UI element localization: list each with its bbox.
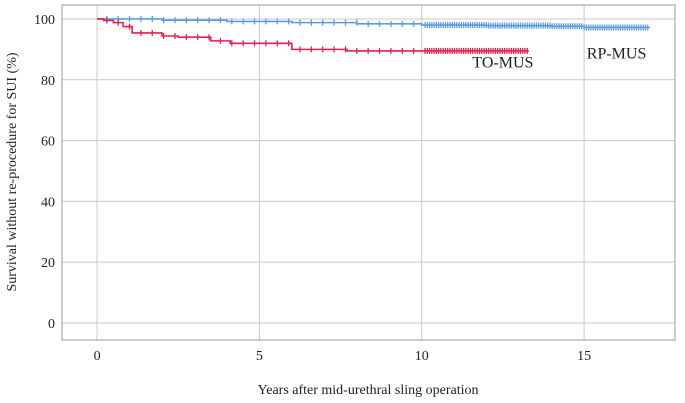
series-label: TO-MUS bbox=[472, 55, 533, 72]
x-tick-label: 10 bbox=[415, 349, 429, 364]
y-tick-label: 0 bbox=[48, 317, 55, 332]
plot-frame bbox=[61, 4, 676, 341]
x-axis-label: Years after mid-urethral sling operation bbox=[258, 383, 479, 398]
annotations: TO-MUS RP-MUS bbox=[472, 46, 646, 72]
series-label: RP-MUS bbox=[587, 46, 647, 63]
series bbox=[97, 15, 650, 54]
x-tick-label: 5 bbox=[256, 349, 263, 364]
y-tick-label: 40 bbox=[41, 195, 55, 210]
y-axis-label: Survival without re-procedure for SUI (%… bbox=[5, 52, 20, 291]
y-tick-label: 20 bbox=[41, 256, 55, 271]
x-tick-label: 15 bbox=[577, 349, 591, 364]
x-tick-label: 0 bbox=[94, 349, 101, 364]
grid bbox=[62, 5, 675, 340]
series-line-to-mus bbox=[97, 18, 529, 52]
y-tick-label: 100 bbox=[34, 13, 55, 28]
y-tick-label: 80 bbox=[41, 74, 55, 89]
y-tick-label: 60 bbox=[41, 135, 55, 150]
ticks: 0 5 10 15 0 20 40 60 80 100 bbox=[34, 13, 591, 364]
